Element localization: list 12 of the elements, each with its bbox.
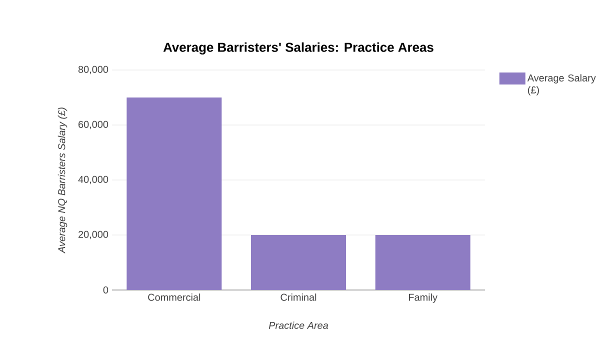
y-tick-label: 80,000 (78, 66, 108, 74)
y-axis-title: Average NQ Barristers Salary (£) (58, 108, 68, 254)
y-tick-label: 20,000 (78, 230, 108, 240)
chart-title: Average Barristers' Salaries: Practice Areas (163, 42, 434, 55)
y-tick-label: 0 (103, 286, 108, 294)
y-tick-label: 60,000 (78, 120, 108, 130)
x-axis-title: Practice Area (268, 322, 328, 329)
x-tick-label: Commercial (148, 294, 200, 301)
x-tick-label: Criminal (280, 294, 316, 301)
legend-label: Average Salary (£) (527, 74, 596, 96)
x-tick-label: Family (408, 294, 438, 303)
y-tick-label: 40,000 (78, 176, 108, 184)
